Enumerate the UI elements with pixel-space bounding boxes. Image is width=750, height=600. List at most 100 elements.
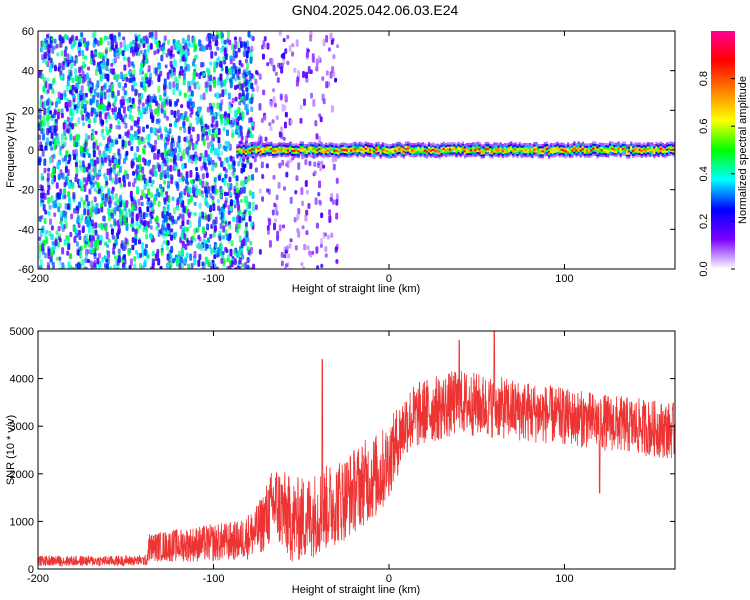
noise-cell bbox=[277, 62, 281, 68]
carrier-cell bbox=[524, 150, 528, 154]
carrier-cell bbox=[316, 146, 319, 150]
carrier-cell bbox=[354, 141, 357, 145]
carrier-cell bbox=[417, 142, 420, 145]
noise-cell bbox=[176, 98, 180, 103]
noise-cell bbox=[214, 244, 218, 249]
noise-cell bbox=[216, 79, 220, 84]
noise-cell bbox=[180, 202, 184, 208]
noise-cell bbox=[233, 249, 237, 256]
carrier-cell bbox=[564, 153, 568, 157]
carrier-cell bbox=[377, 141, 380, 145]
noise-cell bbox=[62, 122, 66, 130]
noise-cell bbox=[57, 206, 61, 213]
noise-cell bbox=[210, 133, 214, 141]
spectrogram-marks bbox=[38, 31, 675, 269]
carrier-cell bbox=[556, 141, 559, 145]
carrier-cell bbox=[318, 149, 321, 153]
carrier-cell bbox=[442, 145, 446, 149]
noise-cell bbox=[99, 77, 103, 82]
y-tick-label: 3000 bbox=[10, 421, 34, 433]
noise-cell bbox=[183, 92, 187, 98]
carrier-cell bbox=[488, 147, 492, 151]
noise-cell bbox=[229, 199, 233, 207]
carrier-cell bbox=[421, 148, 425, 151]
carrier-cell bbox=[495, 144, 498, 147]
noise-cell bbox=[248, 210, 252, 216]
noise-cell bbox=[163, 109, 167, 115]
noise-cell bbox=[324, 246, 328, 252]
carrier-cell bbox=[642, 146, 646, 149]
carrier-cell bbox=[659, 151, 662, 154]
noise-cell bbox=[134, 238, 138, 246]
carrier-cell bbox=[379, 150, 382, 153]
noise-cell bbox=[264, 136, 268, 142]
carrier-cell bbox=[448, 142, 452, 145]
noise-cell bbox=[46, 137, 50, 146]
noise-cell bbox=[93, 159, 97, 168]
carrier-cell bbox=[419, 151, 422, 154]
carrier-cell bbox=[531, 155, 534, 159]
carrier-cell bbox=[533, 152, 536, 155]
noise-cell bbox=[156, 48, 160, 54]
carrier-cell bbox=[543, 152, 547, 155]
noise-cell bbox=[225, 157, 229, 164]
noise-cell bbox=[47, 167, 51, 172]
carrier-cell bbox=[347, 143, 351, 146]
carrier-cell bbox=[627, 148, 631, 151]
noise-cell bbox=[321, 93, 325, 102]
carrier-cell bbox=[478, 152, 481, 155]
noise-cell bbox=[143, 258, 147, 267]
noise-cell bbox=[63, 194, 67, 199]
carrier-cell bbox=[438, 152, 441, 155]
noise-cell bbox=[318, 199, 322, 205]
carrier-cell bbox=[314, 151, 317, 154]
carrier-cell bbox=[335, 155, 338, 158]
noise-cell bbox=[234, 112, 238, 118]
noise-cell bbox=[195, 190, 199, 197]
carrier-cell bbox=[362, 149, 366, 152]
noise-cell bbox=[240, 135, 244, 141]
noise-cell bbox=[55, 256, 59, 261]
noise-cell bbox=[223, 178, 227, 186]
noise-cell bbox=[160, 54, 164, 62]
noise-cell bbox=[80, 185, 84, 192]
carrier-cell bbox=[670, 143, 673, 146]
noise-cell bbox=[224, 53, 228, 60]
noise-cell bbox=[179, 58, 183, 63]
noise-cell bbox=[231, 132, 235, 139]
carrier-cell bbox=[244, 152, 248, 155]
carrier-cell bbox=[470, 150, 473, 154]
noise-cell bbox=[234, 96, 238, 102]
noise-cell bbox=[231, 97, 235, 104]
noise-cell bbox=[57, 225, 61, 232]
noise-cell bbox=[137, 98, 141, 106]
carrier-cell bbox=[236, 152, 239, 155]
carrier-cell bbox=[499, 146, 502, 149]
carrier-cell bbox=[301, 153, 304, 156]
noise-cell bbox=[100, 130, 104, 137]
noise-cell bbox=[111, 234, 115, 240]
carrier-cell bbox=[670, 149, 673, 152]
carrier-cell bbox=[438, 146, 441, 149]
carrier-cell bbox=[642, 152, 646, 155]
noise-cell bbox=[170, 109, 174, 116]
carrier-cell bbox=[398, 149, 401, 153]
carrier-cell bbox=[425, 152, 429, 155]
carrier-cell bbox=[417, 153, 420, 157]
carrier-cell bbox=[337, 150, 340, 153]
carrier-cell bbox=[533, 142, 536, 145]
carrier-cell bbox=[394, 145, 397, 148]
noise-cell bbox=[151, 115, 155, 124]
carrier-cell bbox=[581, 145, 585, 149]
noise-cell bbox=[187, 263, 191, 269]
carrier-cell bbox=[480, 144, 483, 147]
carrier-cell bbox=[293, 155, 296, 158]
carrier-cell bbox=[257, 145, 260, 148]
carrier-cell bbox=[604, 154, 608, 158]
noise-cell bbox=[132, 49, 136, 57]
carrier-cell bbox=[307, 146, 311, 149]
noise-cell bbox=[149, 127, 153, 134]
noise-cell bbox=[164, 133, 168, 139]
carrier-cell bbox=[499, 154, 502, 157]
noise-cell bbox=[66, 250, 70, 256]
